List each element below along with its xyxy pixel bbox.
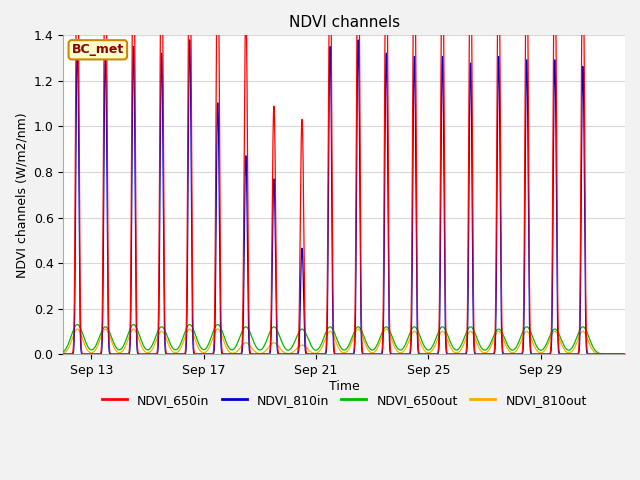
- Legend: NDVI_650in, NDVI_810in, NDVI_650out, NDVI_810out: NDVI_650in, NDVI_810in, NDVI_650out, NDV…: [97, 389, 591, 412]
- Text: BC_met: BC_met: [72, 43, 124, 56]
- X-axis label: Time: Time: [329, 380, 360, 393]
- Title: NDVI channels: NDVI channels: [289, 15, 400, 30]
- Y-axis label: NDVI channels (W/m2/nm): NDVI channels (W/m2/nm): [15, 112, 28, 277]
